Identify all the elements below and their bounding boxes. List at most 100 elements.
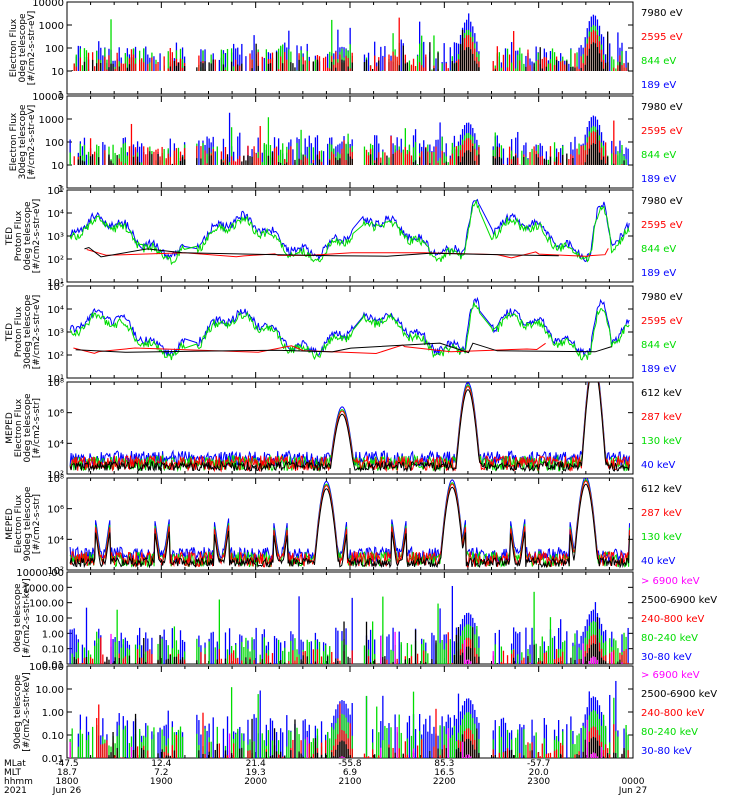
series-group (69, 198, 630, 266)
y-axis-label: [#/cm2-s-str] (32, 398, 42, 458)
x-tick-label: 12.4 (151, 759, 171, 769)
y-tick-label: 10 (51, 161, 64, 172)
x-tick-label: 1800 (56, 777, 79, 787)
series-red (86, 248, 609, 259)
y-tick-label: 10² (47, 351, 64, 362)
x-tick-label: 85.3 (434, 759, 454, 769)
y-tick-label: 10⁴ (47, 439, 64, 450)
x-tick-label: -57.7 (527, 759, 550, 769)
y-axis-label: MEPED (5, 508, 15, 540)
y-axis-label: 90deg telescope (13, 674, 23, 749)
panel-1: 1 10 100 1000 10000 Electron Flux 0deg telesco… (9, 0, 683, 101)
y-tick-label: 10² (47, 470, 64, 481)
series-group (69, 296, 630, 361)
y-axis-label: 0deg telescope (18, 13, 28, 83)
y-tick-label: 10⁴ (47, 305, 64, 316)
x-tick-label: 16.5 (434, 768, 454, 778)
legend-entry: > 6900 keV (641, 576, 700, 587)
x-row-label: MLat (4, 759, 26, 769)
legend-entry: 30-80 keV (641, 652, 692, 663)
y-axis-label: TED (5, 227, 15, 246)
legend-entry: > 6900 keV (641, 670, 700, 681)
y-axis-label: 30deg telescope (23, 294, 33, 369)
legend-entry: 7980 eV (641, 8, 683, 19)
series-group (69, 478, 630, 569)
x-tick-label: Jun 26 (52, 786, 82, 796)
y-axis-label: Electron Flux (9, 18, 19, 77)
legend-entry: 2595 eV (641, 316, 683, 327)
series-black (69, 382, 630, 473)
legend-entry: 40 keV (641, 460, 675, 471)
y-tick-label: 1 (58, 90, 64, 101)
y-tick-label: 10⁶ (47, 505, 64, 516)
series-group (69, 680, 629, 758)
plot-frame (66, 95, 634, 189)
panel-3: 10¹ 10² 10³ 10⁴ 10⁵ TED Proton Flux 0deg telesc… (5, 186, 683, 289)
legend-entry: 2595 eV (641, 220, 683, 231)
legend-entry: 189 eV (641, 364, 676, 375)
y-tick-label: 100.00 (29, 599, 64, 610)
y-axis-label: Electron Flux (9, 112, 19, 171)
y-tick-label: 0.01 (42, 660, 64, 671)
x-tick-label: 6.9 (343, 768, 358, 778)
series-black (69, 483, 630, 569)
y-axis-label: [#/cm2-s-str-eV] (32, 295, 42, 370)
y-tick-label: 1.00 (42, 708, 64, 719)
y-axis-label: [#/cm2-s-str-keV] (22, 578, 32, 657)
y-tick-label: 10⁴ (47, 209, 64, 220)
y-tick-label: 0.01 (42, 754, 64, 765)
y-tick-label: 10⁸ (47, 378, 64, 389)
y-tick-label: 100 (45, 44, 64, 55)
y-tick-label: 10.00 (35, 614, 64, 625)
x-tick-label: 2200 (433, 777, 456, 787)
series-red (73, 342, 546, 355)
y-axis-label: 0deg telescope (23, 201, 33, 271)
y-axis-label: 0deg telescope (13, 583, 23, 653)
legend-entry: 2595 eV (641, 126, 683, 137)
panel-4: 10¹ 10² 10³ 10⁴ 10⁵ TED Proton Flux 30deg teles… (5, 282, 683, 385)
y-axis-label: Proton Flux (14, 306, 24, 357)
panel-7: 0.01 0.10 1.00 10.00 100.00 1000.00 10000.00 0d… (13, 568, 717, 671)
legend-entry: 2500-6900 keV (641, 689, 717, 700)
legend-entry: 130 keV (641, 532, 682, 543)
y-tick-label: 10¹ (47, 278, 64, 289)
legend-entry: 240-800 keV (641, 614, 705, 625)
series-black (84, 246, 559, 258)
series-red (69, 480, 630, 568)
legend-entry: 80-240 keV (641, 633, 698, 644)
y-tick-label: 10000.00 (16, 568, 64, 579)
y-tick-label: 0.10 (42, 645, 64, 656)
y-tick-label: 0.10 (42, 731, 64, 742)
x-row-label: 2021 (4, 786, 27, 796)
y-tick-label: 10⁵ (47, 282, 64, 293)
y-axis-label: [#/cm2-s-str-keV] (22, 672, 32, 751)
x-row-label: MLT (4, 768, 22, 778)
x-tick-label: 21.4 (246, 759, 266, 769)
y-tick-label: 10000 (32, 92, 64, 103)
legend-entry: 7980 eV (641, 292, 683, 303)
y-axis-label: 90deg telescope (23, 486, 33, 561)
y-tick-label: 1.00 (42, 629, 64, 640)
legend-entry: 2500-6900 keV (641, 595, 717, 606)
panel-2: 1 10 100 1000 10000 Electron Flux 30deg telesc… (9, 92, 683, 195)
y-axis-label: [#/cm2-s-str] (32, 494, 42, 554)
x-tick-label: 2000 (244, 777, 267, 787)
legend-entry: 287 keV (641, 412, 682, 423)
y-tick-label: 10.00 (35, 685, 64, 696)
legend-entry: 189 eV (641, 268, 676, 279)
y-tick-label: 1000 (39, 115, 64, 126)
y-axis-label: 30deg telescope (18, 104, 28, 179)
y-tick-label: 10³ (47, 328, 64, 339)
x-tick-label: 1900 (150, 777, 173, 787)
series-black (75, 342, 612, 354)
x-tick-label: 2100 (339, 777, 362, 787)
y-axis-label: [#/cm2-s-str-eV] (27, 11, 37, 86)
x-tick-label: -47.5 (55, 759, 78, 769)
legend-entry: 844 eV (641, 244, 676, 255)
legend-entry: 612 keV (641, 484, 682, 495)
x-tick-label: 19.3 (246, 768, 266, 778)
series-group (69, 112, 629, 165)
y-axis-label: 0deg telescope (23, 393, 33, 463)
y-tick-label: 10² (47, 566, 64, 577)
